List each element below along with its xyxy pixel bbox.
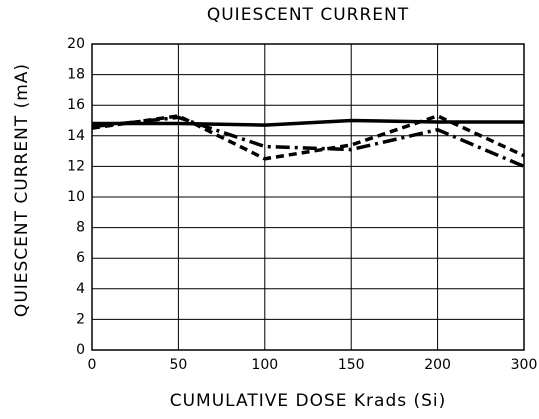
y-tick-label: 12 [67, 158, 85, 174]
y-tick-label: 8 [76, 220, 85, 236]
chart-title: QUIESCENT CURRENT [207, 5, 409, 25]
x-axis-label: CUMULATIVE DOSE Krads (Si) [170, 391, 447, 411]
x-tick-label: 100 [251, 357, 278, 373]
y-tick-label: 6 [76, 250, 85, 266]
x-tick-label: 300 [511, 357, 538, 373]
x-tick-label: 150 [338, 357, 365, 373]
y-tick-label: 10 [67, 189, 85, 205]
x-tick-label: 50 [169, 357, 187, 373]
series-line [91, 114, 525, 161]
y-tick-label: 16 [67, 97, 85, 113]
x-tick-label: 0 [88, 357, 97, 373]
y-tick-label: 2 [76, 311, 85, 327]
x-tick-label: 200 [424, 357, 451, 373]
y-tick-label: 0 [76, 342, 85, 358]
y-axis-label: QUIESCENT CURRENT (mA) [12, 63, 32, 317]
series-line [91, 115, 525, 169]
y-tick-label: 4 [76, 281, 85, 297]
plot-frame [91, 43, 525, 351]
y-tick-label: 14 [67, 128, 85, 144]
y-tick-label: 20 [67, 36, 85, 52]
y-tick-label: 18 [67, 67, 85, 83]
